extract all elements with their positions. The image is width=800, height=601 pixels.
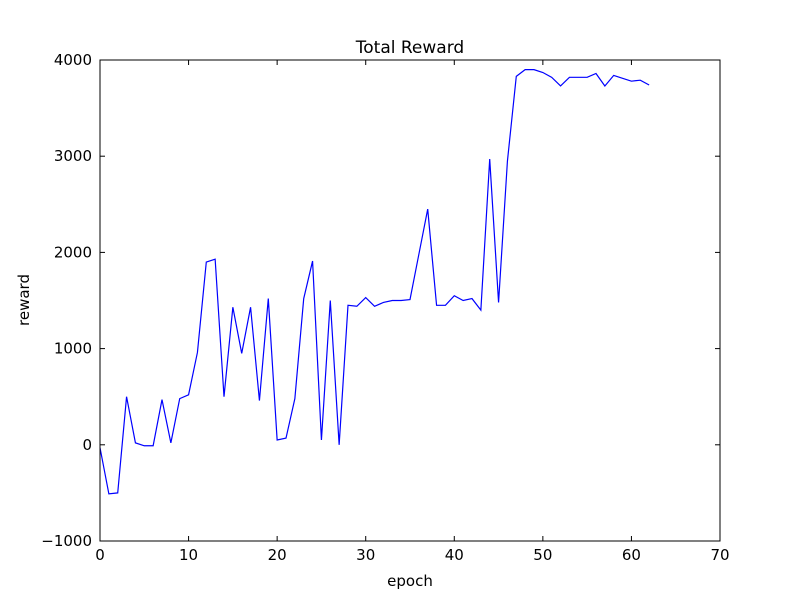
y-tick-label: −1000 [41,532,92,550]
plot-frame [99,59,721,542]
x-tick-label: 20 [268,546,287,564]
y-tick-label: 4000 [54,51,92,69]
y-axis-label: reward [15,274,33,326]
x-tick-label: 50 [533,546,552,564]
x-tick-label: 0 [95,546,105,564]
y-tick-label: 1000 [54,340,92,358]
x-tick-label: 40 [445,546,464,564]
y-tick-label: 0 [82,436,92,454]
x-tick-label: 60 [622,546,641,564]
series-line-0 [99,69,650,495]
chart-title: Total Reward [355,38,464,58]
y-tick-label: 2000 [54,243,92,261]
x-tick-label: 10 [179,546,198,564]
x-tick-label: 70 [710,546,729,564]
y-tick-label: 3000 [54,147,92,165]
x-tick-label: 30 [356,546,375,564]
x-axis-label: epoch [387,572,433,590]
